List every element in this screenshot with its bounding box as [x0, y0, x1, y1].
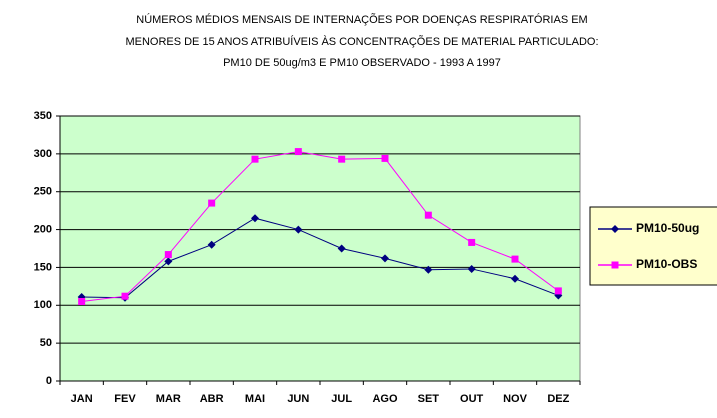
- data-point: [381, 154, 389, 162]
- series-line: [81, 217, 559, 299]
- y-tick-label: 250: [34, 186, 52, 198]
- data-point: [467, 264, 476, 273]
- chart-title: MENORES DE 15 ANOS ATRIBUÍVEIS ÀS CONCEN…: [125, 35, 598, 48]
- legend-label: PM10-OBS: [636, 257, 697, 271]
- data-point: [468, 238, 476, 246]
- x-tick-label: AGO: [372, 393, 398, 405]
- data-point: [511, 255, 519, 263]
- y-tick-label: 150: [34, 261, 52, 273]
- data-point: [338, 155, 346, 163]
- data-point: [164, 257, 173, 266]
- x-tick-label: JAN: [71, 393, 93, 405]
- data-point: [208, 199, 216, 207]
- x-tick-label: MAR: [156, 393, 181, 405]
- data-point: [78, 298, 86, 305]
- legend-marker: [611, 261, 619, 269]
- x-tick-label: JUL: [331, 393, 352, 405]
- data-point: [511, 274, 519, 283]
- data-point: [251, 155, 259, 163]
- x-tick-label: NOV: [503, 393, 528, 405]
- x-tick-label: JUN: [287, 393, 309, 405]
- y-tick-label: 350: [34, 110, 52, 122]
- y-tick-label: 300: [34, 148, 52, 160]
- legend-label: PM10-50ug: [636, 221, 699, 235]
- y-tick-label: 0: [46, 375, 52, 387]
- plot-area: [59, 115, 581, 382]
- data-point: [294, 148, 302, 156]
- x-tick-label: DEZ: [547, 393, 569, 405]
- x-tick-label: FEV: [114, 393, 136, 405]
- data-point: [121, 292, 129, 300]
- x-tick-label: SET: [418, 393, 440, 405]
- series-line: [81, 151, 559, 302]
- data-point: [554, 287, 562, 295]
- data-point: [251, 214, 259, 223]
- data-point: [164, 251, 172, 259]
- x-tick-label: ABR: [200, 393, 224, 405]
- x-tick-label: OUT: [460, 393, 484, 405]
- x-tick-label: MAI: [245, 393, 265, 405]
- chart-title: NÚMEROS MÉDIOS MENSAIS DE INTERNAÇÕES PO…: [136, 13, 587, 26]
- data-point: [337, 244, 346, 253]
- data-point: [424, 211, 432, 219]
- data-point: [381, 254, 389, 263]
- y-tick-label: 200: [34, 223, 52, 235]
- data-point: [207, 240, 216, 249]
- data-point: [294, 225, 303, 234]
- legend-box: [589, 206, 717, 286]
- legend-marker: [611, 225, 619, 233]
- y-tick-label: 100: [34, 299, 52, 311]
- y-tick-label: 50: [40, 337, 52, 349]
- data-point: [424, 265, 433, 274]
- chart-title: PM10 DE 50ug/m3 E PM10 OBSERVADO - 1993 …: [223, 57, 501, 69]
